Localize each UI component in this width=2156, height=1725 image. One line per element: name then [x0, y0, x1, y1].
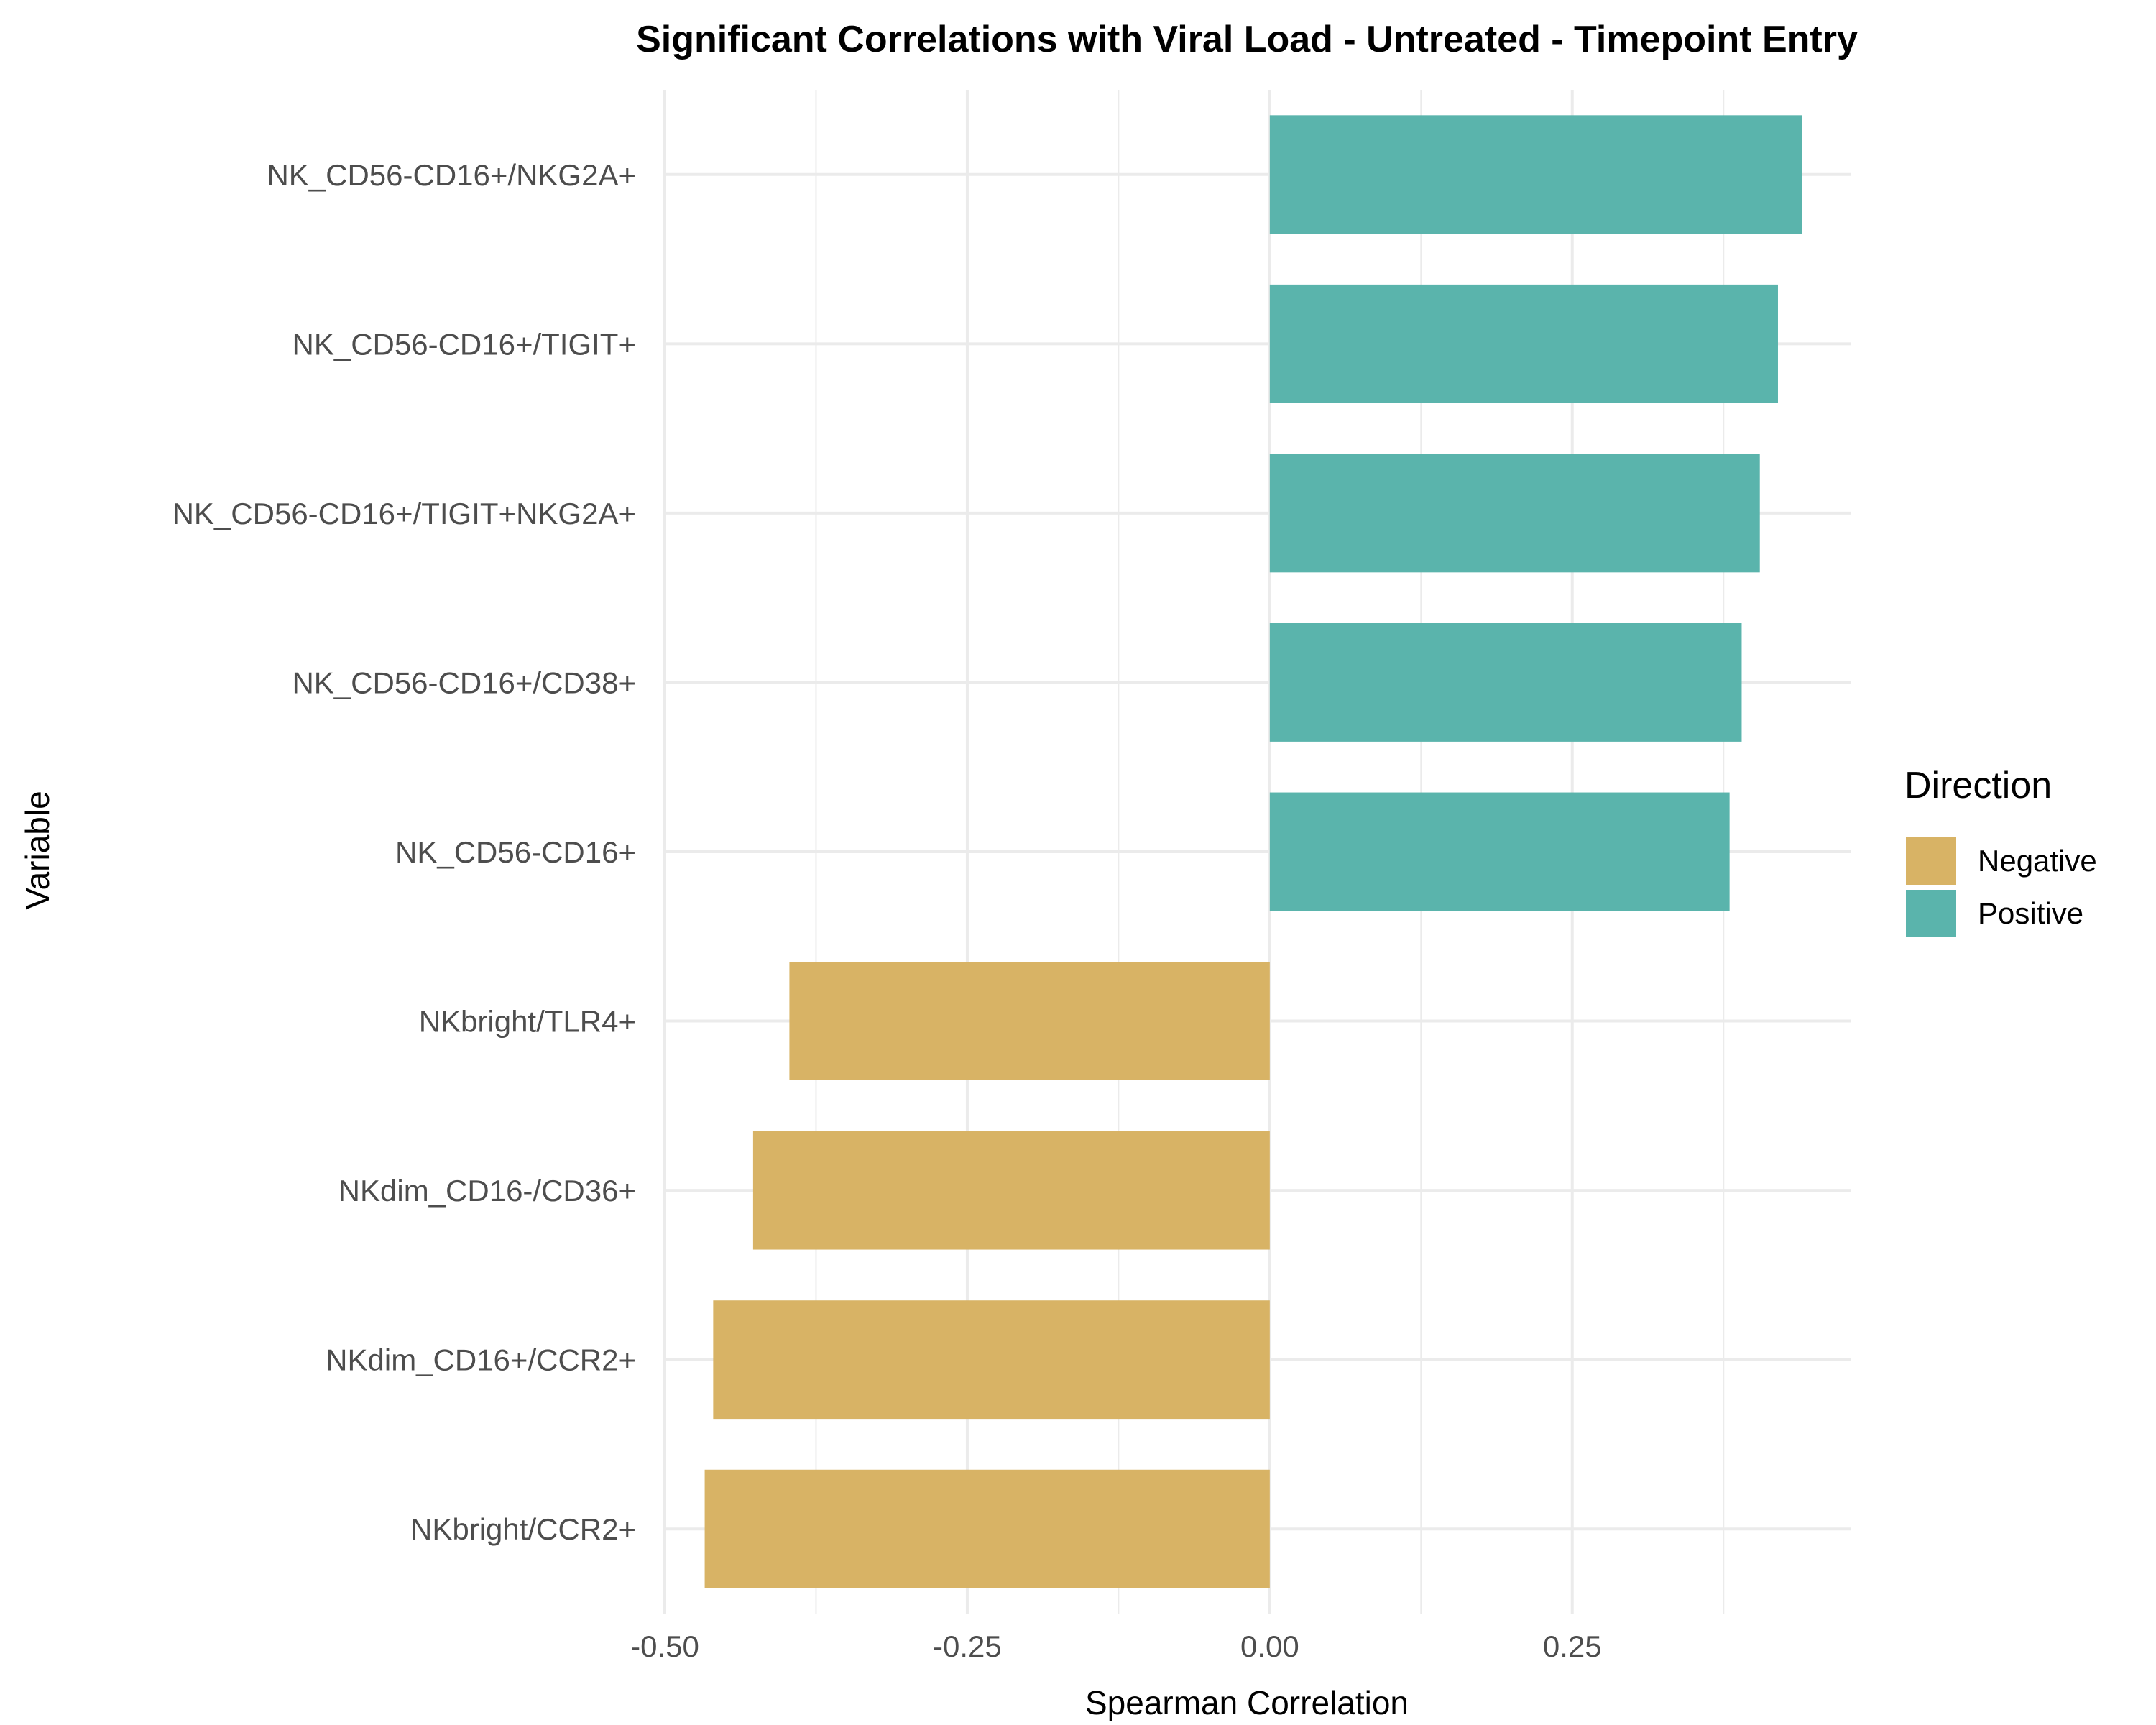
legend-title: Direction: [1904, 765, 2052, 806]
bar-nk-cd56-cd16-cd38-: [1269, 623, 1742, 742]
bar-nkdim-cd16-ccr2-: [713, 1300, 1270, 1420]
x-tick-label: -0.50: [630, 1629, 699, 1663]
y-tick-label: NKbright/CCR2+: [410, 1512, 636, 1546]
x-tick-labels: -0.50 -0.25 0.00 0.25: [630, 1629, 1601, 1663]
y-tick-label: NK_CD56-CD16+/TIGIT+: [292, 327, 637, 361]
x-axis-label: Spearman Correlation: [1085, 1684, 1409, 1721]
y-tick-label: NK_CD56-CD16+/CD38+: [292, 666, 636, 699]
y-tick-label: NKdim_CD16+/CCR2+: [326, 1343, 636, 1377]
bar-nkbright-tlr4-: [789, 962, 1270, 1080]
legend-key-positive: [1906, 890, 1956, 937]
chart-title: Significant Correlations with Viral Load…: [636, 19, 1858, 60]
bar-nk-cd56-cd16-nkg2a-: [1269, 115, 1802, 234]
x-tick-label: -0.25: [933, 1629, 1002, 1663]
bar-nkdim-cd16-cd36-: [752, 1131, 1270, 1250]
bar-nk-cd56-cd16-tigit-nkg2a-: [1269, 454, 1760, 573]
x-tick-label: 0.00: [1240, 1629, 1299, 1663]
legend: Direction Negative Positive: [1904, 765, 2097, 937]
y-tick-label: NKdim_CD16-/CD36+: [338, 1174, 636, 1208]
x-tick-label: 0.25: [1543, 1629, 1602, 1663]
legend-label-positive: Positive: [1978, 896, 2083, 930]
y-tick-label: NK_CD56-CD16+/NKG2A+: [267, 158, 636, 192]
y-tick-label: NK_CD56-CD16+/TIGIT+NKG2A+: [172, 497, 636, 530]
y-axis-label: Variable: [19, 791, 56, 909]
legend-key-negative: [1906, 837, 1956, 885]
y-tick-label: NKbright/TLR4+: [419, 1005, 636, 1039]
bar-nkbright-ccr2-: [704, 1469, 1270, 1588]
y-tick-labels: NK_CD56-CD16+/NKG2A+ NK_CD56-CD16+/TIGIT+…: [172, 158, 636, 1546]
bar-nk-cd56-cd16-: [1269, 792, 1730, 911]
legend-label-negative: Negative: [1978, 844, 2097, 878]
bars: [704, 115, 1802, 1588]
y-tick-label: NK_CD56-CD16+: [395, 835, 636, 869]
bar-nk-cd56-cd16-tigit-: [1269, 284, 1778, 403]
